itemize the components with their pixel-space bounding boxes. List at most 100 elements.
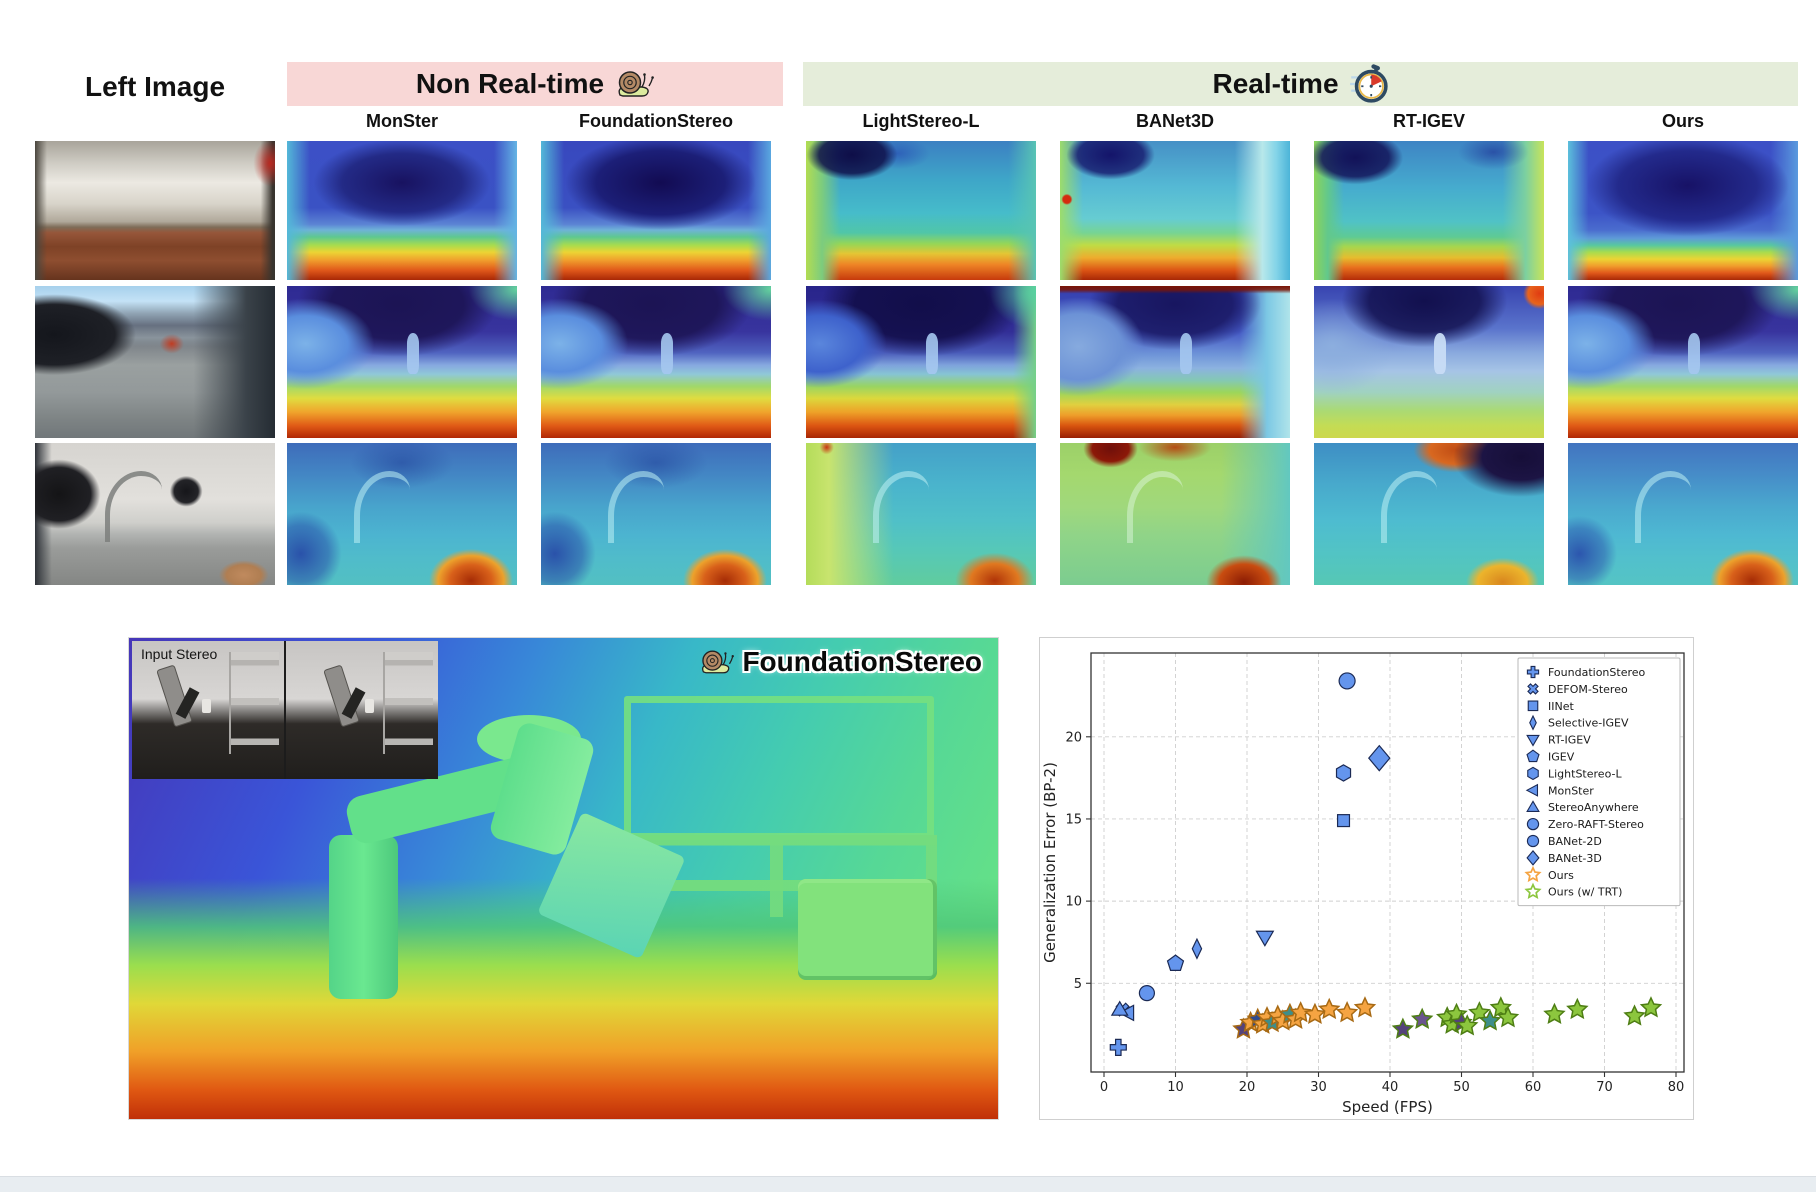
svg-text:BANet-2D: BANet-2D <box>1548 835 1602 848</box>
svg-text:LightStereo-L: LightStereo-L <box>1548 767 1622 780</box>
pedestrian-silhouette <box>660 333 674 375</box>
left-image-column-title: Left Image <box>84 71 226 102</box>
pedestrian-silhouette <box>406 333 420 375</box>
faucet-silhouette <box>1126 471 1184 543</box>
left-photo-kitchen <box>35 443 275 585</box>
faucet-silhouette <box>607 471 665 543</box>
column-header-rt-igev: RT-IGEV <box>1314 108 1544 134</box>
shelf-frame-depth <box>624 695 934 840</box>
robot-depth-map-panel: Input Stereo FoundationStereo <box>128 637 999 1120</box>
faucet-silhouette <box>104 471 163 542</box>
depth-map-lightstereo-kitchen <box>806 443 1036 585</box>
group-header-non-realtime: Non Real-time <box>287 62 783 106</box>
svg-text:BANet-3D: BANet-3D <box>1548 852 1602 865</box>
depth-map-banet3d-kitchen <box>1060 443 1290 585</box>
depth-map-rtigev-elevator <box>1314 141 1544 280</box>
column-header-lightstereo-l: LightStereo-L <box>806 108 1036 134</box>
depth-map-foundationstereo-kitchen <box>541 443 771 585</box>
depth-map-monster-elevator <box>287 141 517 280</box>
method-label: FoundationStereo <box>742 646 982 677</box>
column-header-monster: MonSter <box>287 108 517 134</box>
svg-text:30: 30 <box>1310 1080 1327 1095</box>
column-header-label: Ours <box>1661 110 1704 131</box>
input-stereo-label: Input Stereo <box>141 646 218 662</box>
input-stereo-inset: Input Stereo <box>132 641 438 779</box>
stereo-left-image <box>132 641 284 779</box>
speed-error-chart-panel: 0 10 20 30 40 50 60 70 80 5 10 15 20 Speed (FPS) Gener… <box>1039 637 1694 1120</box>
pedestrian-silhouette <box>1433 333 1447 375</box>
svg-text:RT-IGEV: RT-IGEV <box>1548 734 1591 747</box>
svg-text:Selective-IGEV: Selective-IGEV <box>1548 717 1629 730</box>
left-photo-elevator <box>35 141 275 280</box>
svg-text:0: 0 <box>1100 1080 1108 1095</box>
column-header-banet3d: BANet3D <box>1060 108 1290 134</box>
column-header-label: BANet3D <box>1135 110 1214 131</box>
svg-text:80: 80 <box>1668 1080 1685 1095</box>
svg-text:DEFOM-Stereo: DEFOM-Stereo <box>1548 683 1628 696</box>
svg-text:Zero-RAFT-Stereo: Zero-RAFT-Stereo <box>1548 818 1644 831</box>
svg-text:20: 20 <box>1065 730 1082 745</box>
pedestrian-silhouette <box>925 333 939 375</box>
svg-text:20: 20 <box>1239 1080 1256 1095</box>
svg-text:70: 70 <box>1596 1080 1613 1095</box>
snail-icon <box>702 650 735 674</box>
faucet-silhouette <box>1380 471 1438 543</box>
left-photo-street <box>35 286 275 438</box>
column-header-label: LightStereo-L <box>862 110 980 131</box>
svg-text:40: 40 <box>1382 1080 1399 1095</box>
svg-text:IINet: IINet <box>1548 700 1574 713</box>
svg-text:FoundationStereo: FoundationStereo <box>1548 666 1646 679</box>
box-stack-depth <box>798 878 938 980</box>
depth-map-monster-kitchen <box>287 443 517 585</box>
depth-map-rtigev-street <box>1314 286 1544 438</box>
svg-text:5: 5 <box>1074 977 1082 992</box>
foundationstereo-overlay-label: FoundationStereo <box>698 646 982 678</box>
depth-map-ours-elevator <box>1568 141 1798 280</box>
svg-text:Speed (FPS): Speed (FPS) <box>1342 1098 1433 1116</box>
group-header-realtime: Real-time <box>803 62 1798 106</box>
shelf-photo <box>228 652 280 755</box>
depth-map-lightstereo-street <box>806 286 1036 438</box>
pedestrian-silhouette <box>1687 333 1701 375</box>
column-header-label: MonSter <box>366 110 438 131</box>
svg-text:Ours: Ours <box>1548 869 1574 882</box>
faucet-silhouette <box>353 471 411 543</box>
svg-text:60: 60 <box>1525 1080 1542 1095</box>
pedestrian-silhouette <box>1179 333 1193 375</box>
svg-text:Generalization Error (BP-2): Generalization Error (BP-2) <box>1041 762 1059 963</box>
column-header-label: RT-IGEV <box>1392 110 1465 131</box>
svg-text:10: 10 <box>1065 895 1082 910</box>
depth-map-foundationstereo-elevator <box>541 141 771 280</box>
column-header-ours: Ours <box>1568 108 1798 134</box>
faucet-silhouette <box>872 471 930 543</box>
non-realtime-label: Non Real-time <box>415 68 605 99</box>
depth-map-monster-street <box>287 286 517 438</box>
svg-text:IGEV: IGEV <box>1548 751 1575 764</box>
cup-photo <box>365 698 375 713</box>
stereo-right-image <box>286 641 438 779</box>
svg-text:Ours (w/ TRT): Ours (w/ TRT) <box>1548 886 1622 899</box>
realtime-label: Real-time <box>1212 68 1339 99</box>
svg-text:50: 50 <box>1453 1080 1470 1095</box>
depth-map-lightstereo-elevator <box>806 141 1036 280</box>
depth-map-banet3d-elevator <box>1060 141 1290 280</box>
svg-text:10: 10 <box>1167 1080 1184 1095</box>
depth-map-banet3d-street <box>1060 286 1290 438</box>
shelf-photo <box>382 652 434 755</box>
faucet-silhouette <box>1634 471 1692 543</box>
snail-icon <box>618 71 655 97</box>
depth-map-ours-street <box>1568 286 1798 438</box>
column-header-foundationstereo: FoundationStereo <box>541 108 771 134</box>
speed-error-scatter: 0 10 20 30 40 50 60 70 80 5 10 15 20 Speed (FPS) Gener… <box>1041 652 1685 1116</box>
svg-text:15: 15 <box>1065 812 1082 827</box>
robot-arm-base <box>328 835 399 999</box>
svg-text:MonSter: MonSter <box>1548 784 1594 797</box>
stopwatch-icon <box>1349 64 1388 103</box>
svg-text:StereoAnywhere: StereoAnywhere <box>1548 801 1639 814</box>
depth-map-foundationstereo-street <box>541 286 771 438</box>
depth-map-rtigev-kitchen <box>1314 443 1544 585</box>
depth-map-ours-kitchen <box>1568 443 1798 585</box>
window-bottom-strip <box>0 1176 1816 1192</box>
cup-photo <box>201 698 212 713</box>
